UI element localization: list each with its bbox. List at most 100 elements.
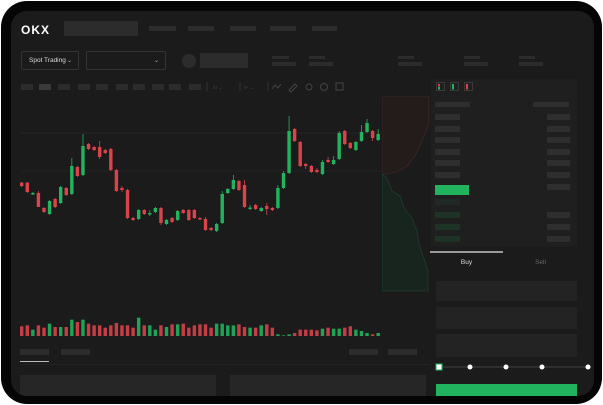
slider-step-50[interactable] (503, 364, 509, 370)
candle (25, 182, 29, 193)
candle-body (25, 182, 29, 192)
volume-bar (259, 325, 263, 336)
book-asks-icon[interactable] (464, 82, 473, 91)
ask-amount (547, 172, 570, 178)
candle (75, 166, 80, 177)
candle (354, 141, 358, 151)
okx-logo[interactable]: OKX (21, 23, 51, 37)
more-button[interactable] (388, 349, 417, 355)
timeframe-button[interactable] (189, 84, 201, 90)
buy-button[interactable] (436, 384, 577, 396)
volume-bar (114, 323, 119, 336)
volume-bar (276, 334, 280, 336)
sell-tab[interactable]: Sell (535, 259, 546, 266)
ask-amount (547, 126, 570, 132)
timeframe-button[interactable] (169, 84, 181, 90)
timeframe-button[interactable] (78, 84, 90, 90)
slider-step-75[interactable] (539, 364, 545, 370)
candle (20, 182, 24, 187)
bid-price (435, 199, 460, 205)
indicator-icon[interactable]: ılı ⌄ (213, 85, 222, 91)
volume-bar (359, 331, 364, 336)
candle-body (326, 160, 330, 162)
candle-body (259, 208, 263, 211)
volume-bar (265, 324, 269, 336)
open-orders-tab[interactable] (20, 349, 49, 355)
volume-bar (270, 327, 275, 336)
settings-icon[interactable] (320, 83, 328, 91)
amount-input[interactable] (436, 307, 577, 329)
ask-price (435, 114, 460, 120)
candle-body (142, 210, 146, 214)
divider (20, 364, 430, 365)
volume-bar (70, 319, 74, 336)
pencil-icon[interactable] (288, 83, 298, 93)
candle (276, 185, 280, 209)
timeframe-button[interactable] (116, 84, 128, 90)
pair-dropdown[interactable]: ⌄ (86, 51, 166, 70)
candle (131, 217, 135, 221)
timeframe-button[interactable] (152, 84, 164, 90)
search-placeholder[interactable] (64, 21, 138, 36)
slider-step-25[interactable] (467, 364, 473, 370)
price-input[interactable] (436, 281, 577, 301)
candle-body (164, 220, 169, 224)
candle-body (242, 185, 247, 207)
volume-bar (348, 326, 353, 336)
volume-bar (248, 327, 252, 336)
slider-step-100[interactable] (585, 364, 591, 370)
stat-value (398, 62, 422, 66)
nav-item[interactable] (312, 26, 337, 31)
candle (31, 192, 35, 195)
timeframe-button[interactable] (21, 84, 33, 90)
line-tool-icon[interactable] (271, 83, 282, 90)
timeframe-button[interactable] (39, 84, 51, 90)
nav-item[interactable] (270, 26, 296, 31)
volume-bar (53, 327, 57, 336)
timeframe-button[interactable] (96, 84, 108, 90)
camera-icon[interactable] (305, 83, 313, 91)
candle (192, 209, 197, 219)
volume-bar (253, 327, 258, 336)
nav-item[interactable] (230, 26, 256, 31)
candle-body (103, 150, 107, 153)
book-bids-icon[interactable] (450, 82, 459, 91)
slider-handle[interactable] (435, 363, 443, 371)
candle (326, 157, 330, 163)
candle-body (192, 210, 197, 218)
candle-body (370, 131, 375, 138)
candle-body (92, 147, 96, 150)
nav-item[interactable] (188, 26, 214, 31)
candle (153, 207, 158, 213)
filter-button[interactable] (349, 349, 378, 355)
nav-item[interactable] (149, 26, 176, 31)
candle (170, 217, 174, 223)
total-input[interactable] (436, 334, 577, 357)
candle (114, 169, 119, 192)
positions-panel (230, 375, 426, 396)
candle-body (31, 193, 35, 195)
amount-slider[interactable] (434, 361, 594, 373)
candle-body (114, 170, 119, 191)
volume-bar (370, 334, 375, 336)
orders-panel (20, 375, 216, 396)
candle-body (42, 208, 46, 212)
volume-bar (109, 325, 113, 336)
volume-bar (81, 319, 85, 336)
candle (376, 129, 380, 141)
candlestick-chart[interactable] (11, 96, 431, 336)
volume-bar (58, 327, 63, 336)
market-type-dropdown[interactable]: Spot Trading ⌄ (21, 51, 79, 70)
candle-body (287, 131, 291, 173)
fullscreen-icon[interactable] (335, 82, 344, 91)
timeframe-button[interactable] (133, 84, 145, 90)
timeframe-button[interactable] (58, 84, 70, 90)
order-history-tab[interactable] (61, 349, 90, 355)
chart-type-icon[interactable]: ⊳ ⌄ (244, 85, 254, 91)
active-tab-indicator (20, 361, 49, 362)
book-both-icon[interactable] (436, 82, 445, 91)
buy-tab[interactable]: Buy (460, 259, 473, 266)
ask-depth-area (382, 96, 430, 175)
ask-price (435, 137, 460, 143)
candle (370, 130, 375, 141)
